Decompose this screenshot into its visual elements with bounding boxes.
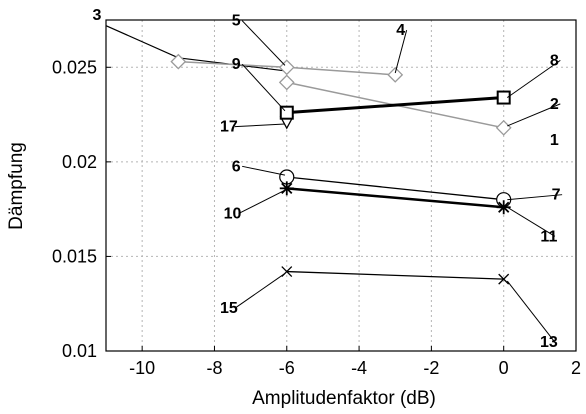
star-marker-stroke (281, 182, 293, 194)
annotation-leader-line (234, 123, 285, 128)
markers-layer (170, 53, 512, 285)
annotation-label: 4 (396, 22, 405, 39)
x-tick-label: -2 (423, 358, 439, 378)
annotation-leader-line (241, 63, 286, 112)
annotation-label: 8 (550, 52, 559, 69)
y-axis-label: Dämpfung (6, 142, 27, 230)
annotation-label: 7 (552, 187, 561, 204)
x-tick-label: -6 (279, 358, 295, 378)
x-tick-label: -8 (206, 358, 222, 378)
annotation-label: 10 (224, 206, 242, 223)
tick-marks (106, 66, 577, 352)
plot-frame (106, 20, 576, 351)
annotation-label: 9 (232, 56, 241, 73)
annotation-label: 17 (220, 119, 238, 136)
annotation-leader-line (238, 189, 286, 215)
annotation-label: 3 (93, 7, 102, 24)
star-marker-stroke (498, 201, 510, 213)
annotation-label: 11 (540, 228, 557, 245)
series-line-6 (286, 176, 504, 201)
diamond-marker (170, 53, 187, 70)
annotation-leader-line (242, 165, 286, 176)
annotation-leader-line (234, 273, 286, 309)
annotation-label: 6 (232, 158, 241, 175)
annotation-leader-line (506, 280, 556, 343)
annotation-leader-line (507, 59, 561, 98)
annotation-leader-line (394, 30, 408, 74)
annotation-label: 1 (550, 132, 559, 149)
plot-area (106, 20, 576, 351)
axes-box (105, 19, 577, 352)
diamond-marker (387, 66, 404, 83)
annotation-leader-line (507, 103, 561, 127)
series-layer (105, 25, 504, 280)
star-marker (279, 181, 294, 196)
annotations-layer: 3 5 4 9 17 8 2 1 6 7 10 11 15 13 (93, 7, 563, 351)
annotation-leader-line (507, 194, 563, 201)
y-tick-label: 0.02 (62, 152, 97, 172)
y-tick-label: 0.01 (62, 341, 97, 361)
series-line-5 (286, 96, 504, 115)
annotation-label: 13 (540, 334, 558, 351)
annotation-label: 15 (220, 300, 238, 317)
x-tick-label: -10 (129, 358, 155, 378)
x-tick-labels: -10 -8 -6 -4 -2 0 2 (129, 358, 581, 378)
x-marker (498, 273, 510, 285)
star-marker (496, 200, 511, 215)
square-marker (496, 90, 511, 105)
x-axis-label: Amplitudenfaktor (dB) (252, 388, 436, 409)
x-tick-label: -4 (351, 358, 367, 378)
y-tick-labels: 0.01 0.015 0.02 0.025 (52, 57, 97, 361)
y-tick-label: 0.015 (52, 246, 97, 266)
annotation-label: 2 (550, 96, 559, 113)
series-line-8 (286, 270, 504, 280)
diamond-marker (278, 74, 295, 91)
annotation-leader-line (507, 206, 556, 237)
x-tick-label: 2 (571, 358, 581, 378)
x-tick-label: 0 (499, 358, 509, 378)
annotation-leader-line (241, 20, 286, 66)
y-tick-label: 0.025 (52, 57, 97, 77)
x-marker-stroke (498, 273, 510, 285)
series-line-7 (286, 187, 504, 209)
annotation-label: 5 (232, 13, 241, 30)
